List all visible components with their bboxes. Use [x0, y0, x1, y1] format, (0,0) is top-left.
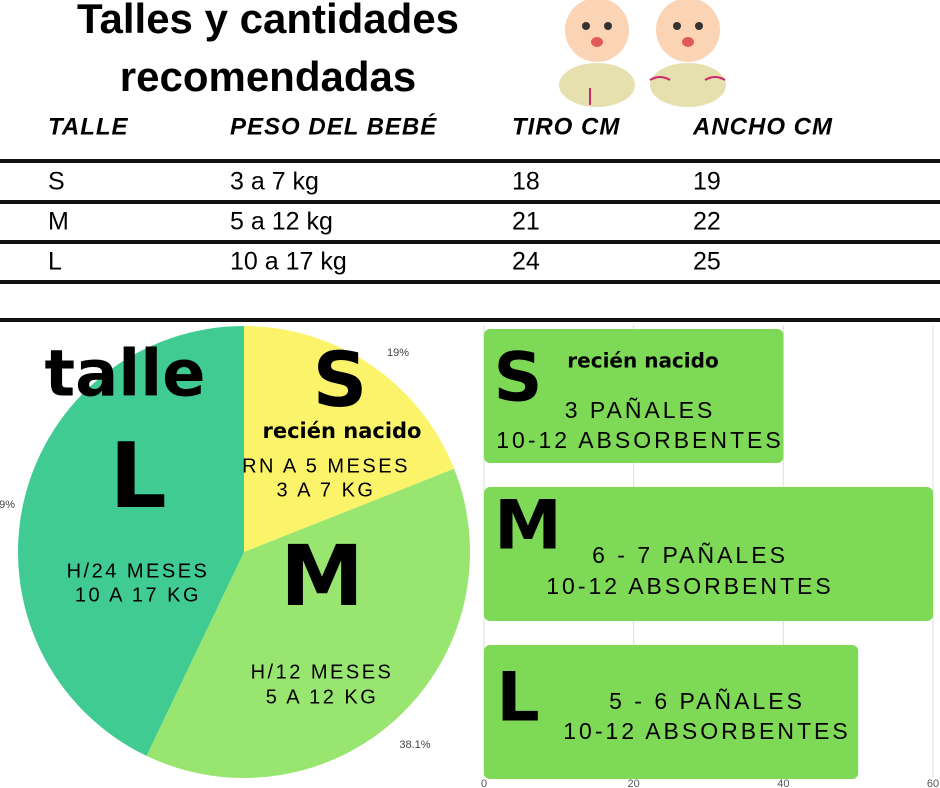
pie-category: M [280, 527, 364, 625]
title-line: recomendadas [120, 53, 416, 100]
table-rule [0, 240, 940, 244]
pie-category: L [109, 424, 166, 529]
baby-illustration [559, 0, 726, 107]
pie-slice [17, 326, 245, 756]
bar [484, 645, 859, 779]
pie-annotation: H/24 MESES [67, 560, 210, 582]
bar-annotation: 10-12 ABSORBENTES [546, 573, 834, 599]
table-rule [0, 318, 940, 322]
table-cell: 3 a 7 kg [230, 168, 319, 196]
pie-annotation: 3 A 7 KG [277, 479, 376, 501]
table-cell: 5 a 12 kg [230, 208, 333, 236]
table-cell: 19 [693, 168, 721, 196]
table-rule [0, 159, 940, 163]
x-tick-label: 0 [481, 778, 487, 788]
title-line: Talles y cantidades [77, 0, 459, 42]
bar-category: M [494, 487, 562, 566]
x-tick-label: 20 [628, 778, 640, 788]
pie-annotation: recién nacido [263, 419, 422, 443]
pie-annotation: talle [44, 338, 205, 412]
pie-value-label: 19% [387, 347, 409, 359]
bar [484, 329, 784, 463]
table-rule [0, 200, 940, 204]
table: TALLE PESO DEL BEBÉ TIRO CM ANCHO CM S 3 a 7 … [0, 112, 940, 322]
pie-annotation: 5 A 12 KG [266, 686, 379, 708]
pie-slice [244, 326, 455, 552]
table-cell: 18 [512, 168, 540, 196]
pie-value-label: 42.9% [0, 499, 15, 511]
pie-value-label: 38.1% [399, 739, 430, 751]
table-cell: S [48, 168, 65, 196]
pie-category: S [313, 335, 368, 424]
pie-annotation: H/12 MESES [251, 661, 394, 683]
table-cell: 25 [693, 248, 721, 276]
bar-category: L [496, 659, 539, 738]
table-rule [0, 280, 940, 284]
table-header: ANCHO CM [692, 113, 833, 140]
bar-annotation: 10-12 ABSORBENTES [496, 427, 784, 453]
table-cell: 21 [512, 208, 540, 236]
table-header: TIRO CM [512, 113, 620, 140]
table-cell: M [48, 208, 69, 236]
x-tick-label: 60 [927, 778, 939, 788]
table-header: TALLE [48, 113, 129, 140]
table-cell: 10 a 17 kg [230, 248, 347, 276]
table-cell: 24 [512, 248, 540, 276]
bar-annotation: 5 - 6 PAÑALES [609, 688, 805, 714]
table-cell: 22 [693, 208, 721, 236]
pie-annotation: RN A 5 MESES [242, 455, 410, 477]
table-cell: L [48, 248, 62, 276]
bar-annotation: 10-12 ABSORBENTES [563, 718, 851, 744]
bar-annotation: 3 PAÑALES [565, 397, 716, 423]
bar-annotation: recién nacido [567, 349, 718, 373]
table-header: PESO DEL BEBÉ [230, 112, 437, 140]
bar-category: S [494, 339, 543, 418]
bar [484, 487, 933, 621]
x-tick-label: 40 [777, 778, 789, 788]
pie-slice [146, 468, 470, 778]
pie-annotation: 10 A 17 KG [75, 584, 201, 606]
bar-annotation: 6 - 7 PAÑALES [592, 542, 788, 568]
